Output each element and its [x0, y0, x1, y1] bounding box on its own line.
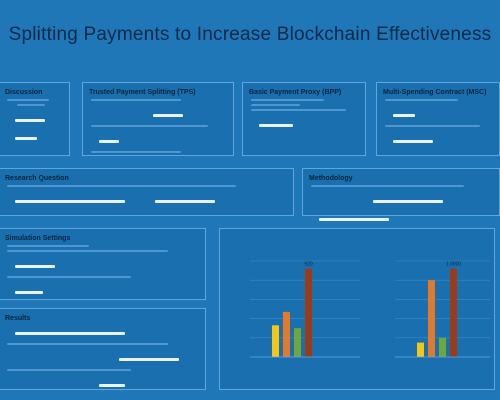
- results-heading: Results: [5, 315, 31, 322]
- poster-title: Splitting Payments to Increase Blockchai…: [8, 24, 492, 45]
- methodology-box: Methodology: [302, 168, 500, 221]
- bar: [417, 342, 424, 357]
- bar: [428, 280, 435, 357]
- simulation-settings-heading: Simulation Settings: [5, 235, 71, 242]
- data-label: 920: [304, 262, 313, 268]
- msc-heading: Multi-Spending Contract (MSC): [383, 89, 487, 96]
- results-chart: 920 1.0000: [219, 228, 495, 390]
- discussion-heading: Discussion: [5, 89, 43, 96]
- tps-box: Trusted Payment Splitting (TPS): [82, 82, 234, 156]
- results-box: Results: [0, 308, 206, 390]
- bar: [294, 328, 301, 357]
- bar: [439, 337, 446, 357]
- discussion-box: Discussion: [0, 82, 70, 156]
- bpp-box: Basic Payment Proxy (BPP): [242, 82, 366, 156]
- research-question-heading: Research Question: [5, 175, 69, 182]
- bpp-heading: Basic Payment Proxy (BPP): [249, 89, 342, 96]
- tps-heading: Trusted Payment Splitting (TPS): [89, 89, 196, 96]
- bar: [450, 268, 457, 357]
- results-chart-svg: 920 1.0000: [250, 260, 490, 358]
- bar: [283, 311, 290, 357]
- bar: [272, 325, 279, 357]
- research-question-box: Research Question: [0, 168, 294, 216]
- bar: [305, 268, 312, 357]
- data-label: 1.0000: [446, 262, 462, 268]
- msc-box: Multi-Spending Contract (MSC): [376, 82, 500, 156]
- simulation-settings-box: Simulation Settings: [0, 228, 206, 300]
- methodology-heading: Methodology: [309, 175, 353, 182]
